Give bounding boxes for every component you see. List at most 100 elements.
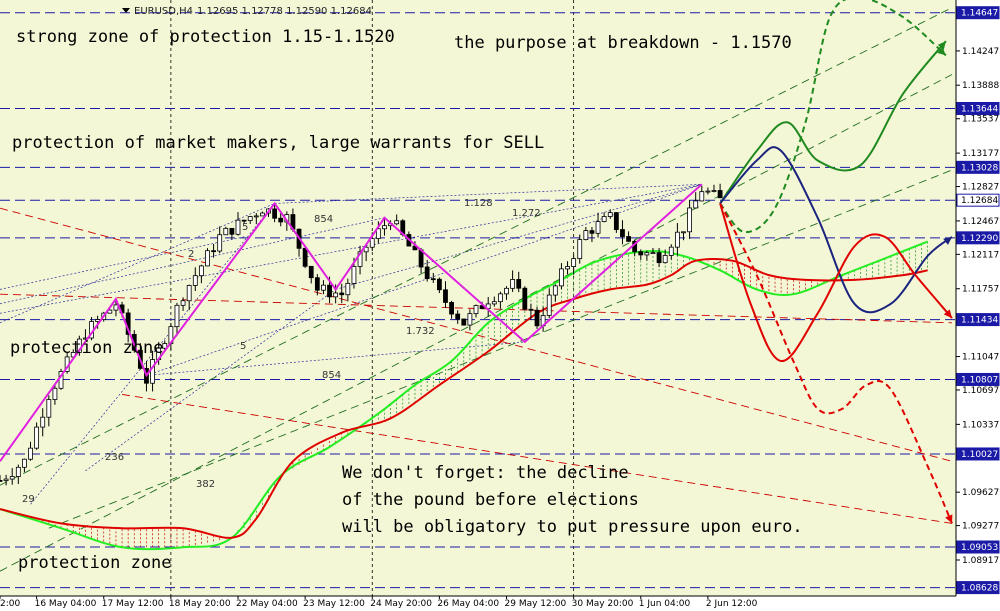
horizontal-levels bbox=[0, 12, 956, 589]
fib-label: 1.732 bbox=[406, 326, 435, 337]
dropdown-triangle-icon[interactable] bbox=[122, 8, 130, 13]
candle-body bbox=[345, 282, 351, 296]
candle-body bbox=[241, 219, 247, 222]
candle-body bbox=[247, 216, 253, 221]
candle-body bbox=[308, 265, 314, 279]
price-axis-background bbox=[956, 0, 1000, 596]
price-axis-label: 1.12467 bbox=[962, 217, 999, 227]
ichimoku-cloud bbox=[0, 240, 928, 551]
candle-body bbox=[314, 277, 320, 291]
price-axis-label: 1.09277 bbox=[962, 522, 999, 532]
candle-body bbox=[656, 252, 662, 264]
annotation-note-line1: We don't forget: the decline bbox=[342, 463, 629, 483]
candle-body bbox=[333, 292, 339, 298]
candle-body bbox=[211, 250, 216, 253]
candle-body bbox=[260, 212, 265, 217]
price-level-badge bbox=[956, 540, 1000, 554]
candle-body bbox=[369, 238, 375, 248]
time-axis-label: 23 May 12:00 bbox=[303, 599, 365, 609]
candle-body bbox=[711, 190, 717, 192]
candle-body bbox=[534, 309, 540, 327]
candle-body bbox=[278, 217, 284, 223]
forecast-paths bbox=[719, 0, 953, 524]
candle-body bbox=[638, 251, 644, 256]
fib-fan-line bbox=[335, 184, 702, 290]
fib-fan-line bbox=[0, 203, 275, 324]
price-axis-label: 1.13028 bbox=[961, 163, 998, 173]
candle-body bbox=[351, 266, 357, 284]
time-axis-label: 22 May 04:00 bbox=[236, 599, 298, 609]
time-axis-label: 2 Jun 12:00 bbox=[706, 599, 758, 609]
candle-body bbox=[613, 212, 619, 230]
candle-body bbox=[253, 215, 259, 218]
forecast-path bbox=[719, 202, 953, 524]
candle-body bbox=[436, 278, 442, 291]
candle-body bbox=[40, 416, 46, 428]
candle-body bbox=[565, 266, 570, 270]
annotation-market-makers: protection of market makers, large warra… bbox=[12, 133, 544, 153]
candle-body bbox=[516, 279, 522, 289]
price-axis-label: 1.14247 bbox=[962, 47, 999, 57]
price-axis-label: 1.11434 bbox=[961, 316, 998, 326]
candle-body bbox=[601, 216, 607, 222]
price-level-badge bbox=[956, 447, 1000, 461]
fib-label: 2 bbox=[188, 249, 194, 260]
time-axis-label: 26 May 04:00 bbox=[437, 599, 499, 609]
candle-body bbox=[339, 292, 345, 296]
fib-fan-line bbox=[274, 183, 702, 204]
candle-body bbox=[455, 313, 461, 320]
time-axis: 2:00 16 May 04:00 17 May 12:00 18 May 20:00… bbox=[0, 596, 758, 609]
forecast-arrowhead bbox=[943, 236, 952, 245]
candle-body bbox=[424, 266, 430, 280]
candle-body bbox=[223, 227, 229, 236]
candle-body bbox=[3, 478, 9, 481]
candle-body bbox=[174, 304, 180, 328]
price-axis-label: 1.13888 bbox=[962, 81, 999, 91]
candle-body bbox=[235, 219, 241, 235]
forecast-path bbox=[719, 0, 947, 234]
fib-label: 5 bbox=[242, 222, 248, 233]
candle-body bbox=[552, 285, 558, 296]
fib-fan-line bbox=[85, 289, 336, 472]
candle-body bbox=[705, 190, 711, 193]
candle-body bbox=[272, 208, 278, 219]
candle-body bbox=[681, 231, 686, 234]
candle-body bbox=[382, 225, 387, 230]
zigzag-polyline bbox=[0, 183, 703, 462]
price-axis-label: 1.14647 bbox=[961, 9, 998, 19]
candle-body bbox=[198, 265, 204, 277]
candlesticks bbox=[0, 183, 723, 486]
forecast-path bbox=[719, 203, 953, 362]
candle-body bbox=[34, 426, 40, 449]
time-axis-label: 18 May 20:00 bbox=[169, 599, 231, 609]
candle-body bbox=[302, 247, 308, 267]
time-axis-label: 29 May 12:00 bbox=[505, 599, 567, 609]
candle-body bbox=[357, 251, 363, 267]
candle-body bbox=[607, 212, 613, 217]
price-axis-label: 1.10807 bbox=[961, 375, 998, 385]
candle-body bbox=[192, 275, 198, 286]
candle-body bbox=[668, 246, 674, 256]
candle-body bbox=[205, 250, 210, 267]
time-axis-label: 16 May 04:00 bbox=[35, 599, 97, 609]
candle-body bbox=[327, 284, 332, 298]
candle-body bbox=[491, 301, 497, 305]
candle-body bbox=[46, 399, 52, 418]
price-axis-label: 1.10027 bbox=[961, 450, 998, 460]
fib-fan-line bbox=[0, 217, 385, 305]
fib-label: 854 bbox=[314, 214, 333, 225]
forecast-path bbox=[719, 146, 953, 314]
forecast-arrowhead bbox=[945, 514, 953, 524]
price-axis-label: 1.10697 bbox=[962, 386, 999, 396]
candle-body bbox=[461, 318, 467, 326]
annotation-protection-zone-lower: protection zone bbox=[18, 553, 172, 573]
candle-body bbox=[449, 302, 454, 315]
price-level-badge bbox=[956, 581, 1000, 595]
candle-body bbox=[467, 313, 473, 326]
price-axis-label: 1.12117 bbox=[962, 250, 999, 260]
fib-label: 1.128 bbox=[464, 198, 493, 209]
candle-body bbox=[583, 230, 589, 240]
forecast-path bbox=[719, 40, 947, 204]
candle-body bbox=[22, 458, 27, 468]
